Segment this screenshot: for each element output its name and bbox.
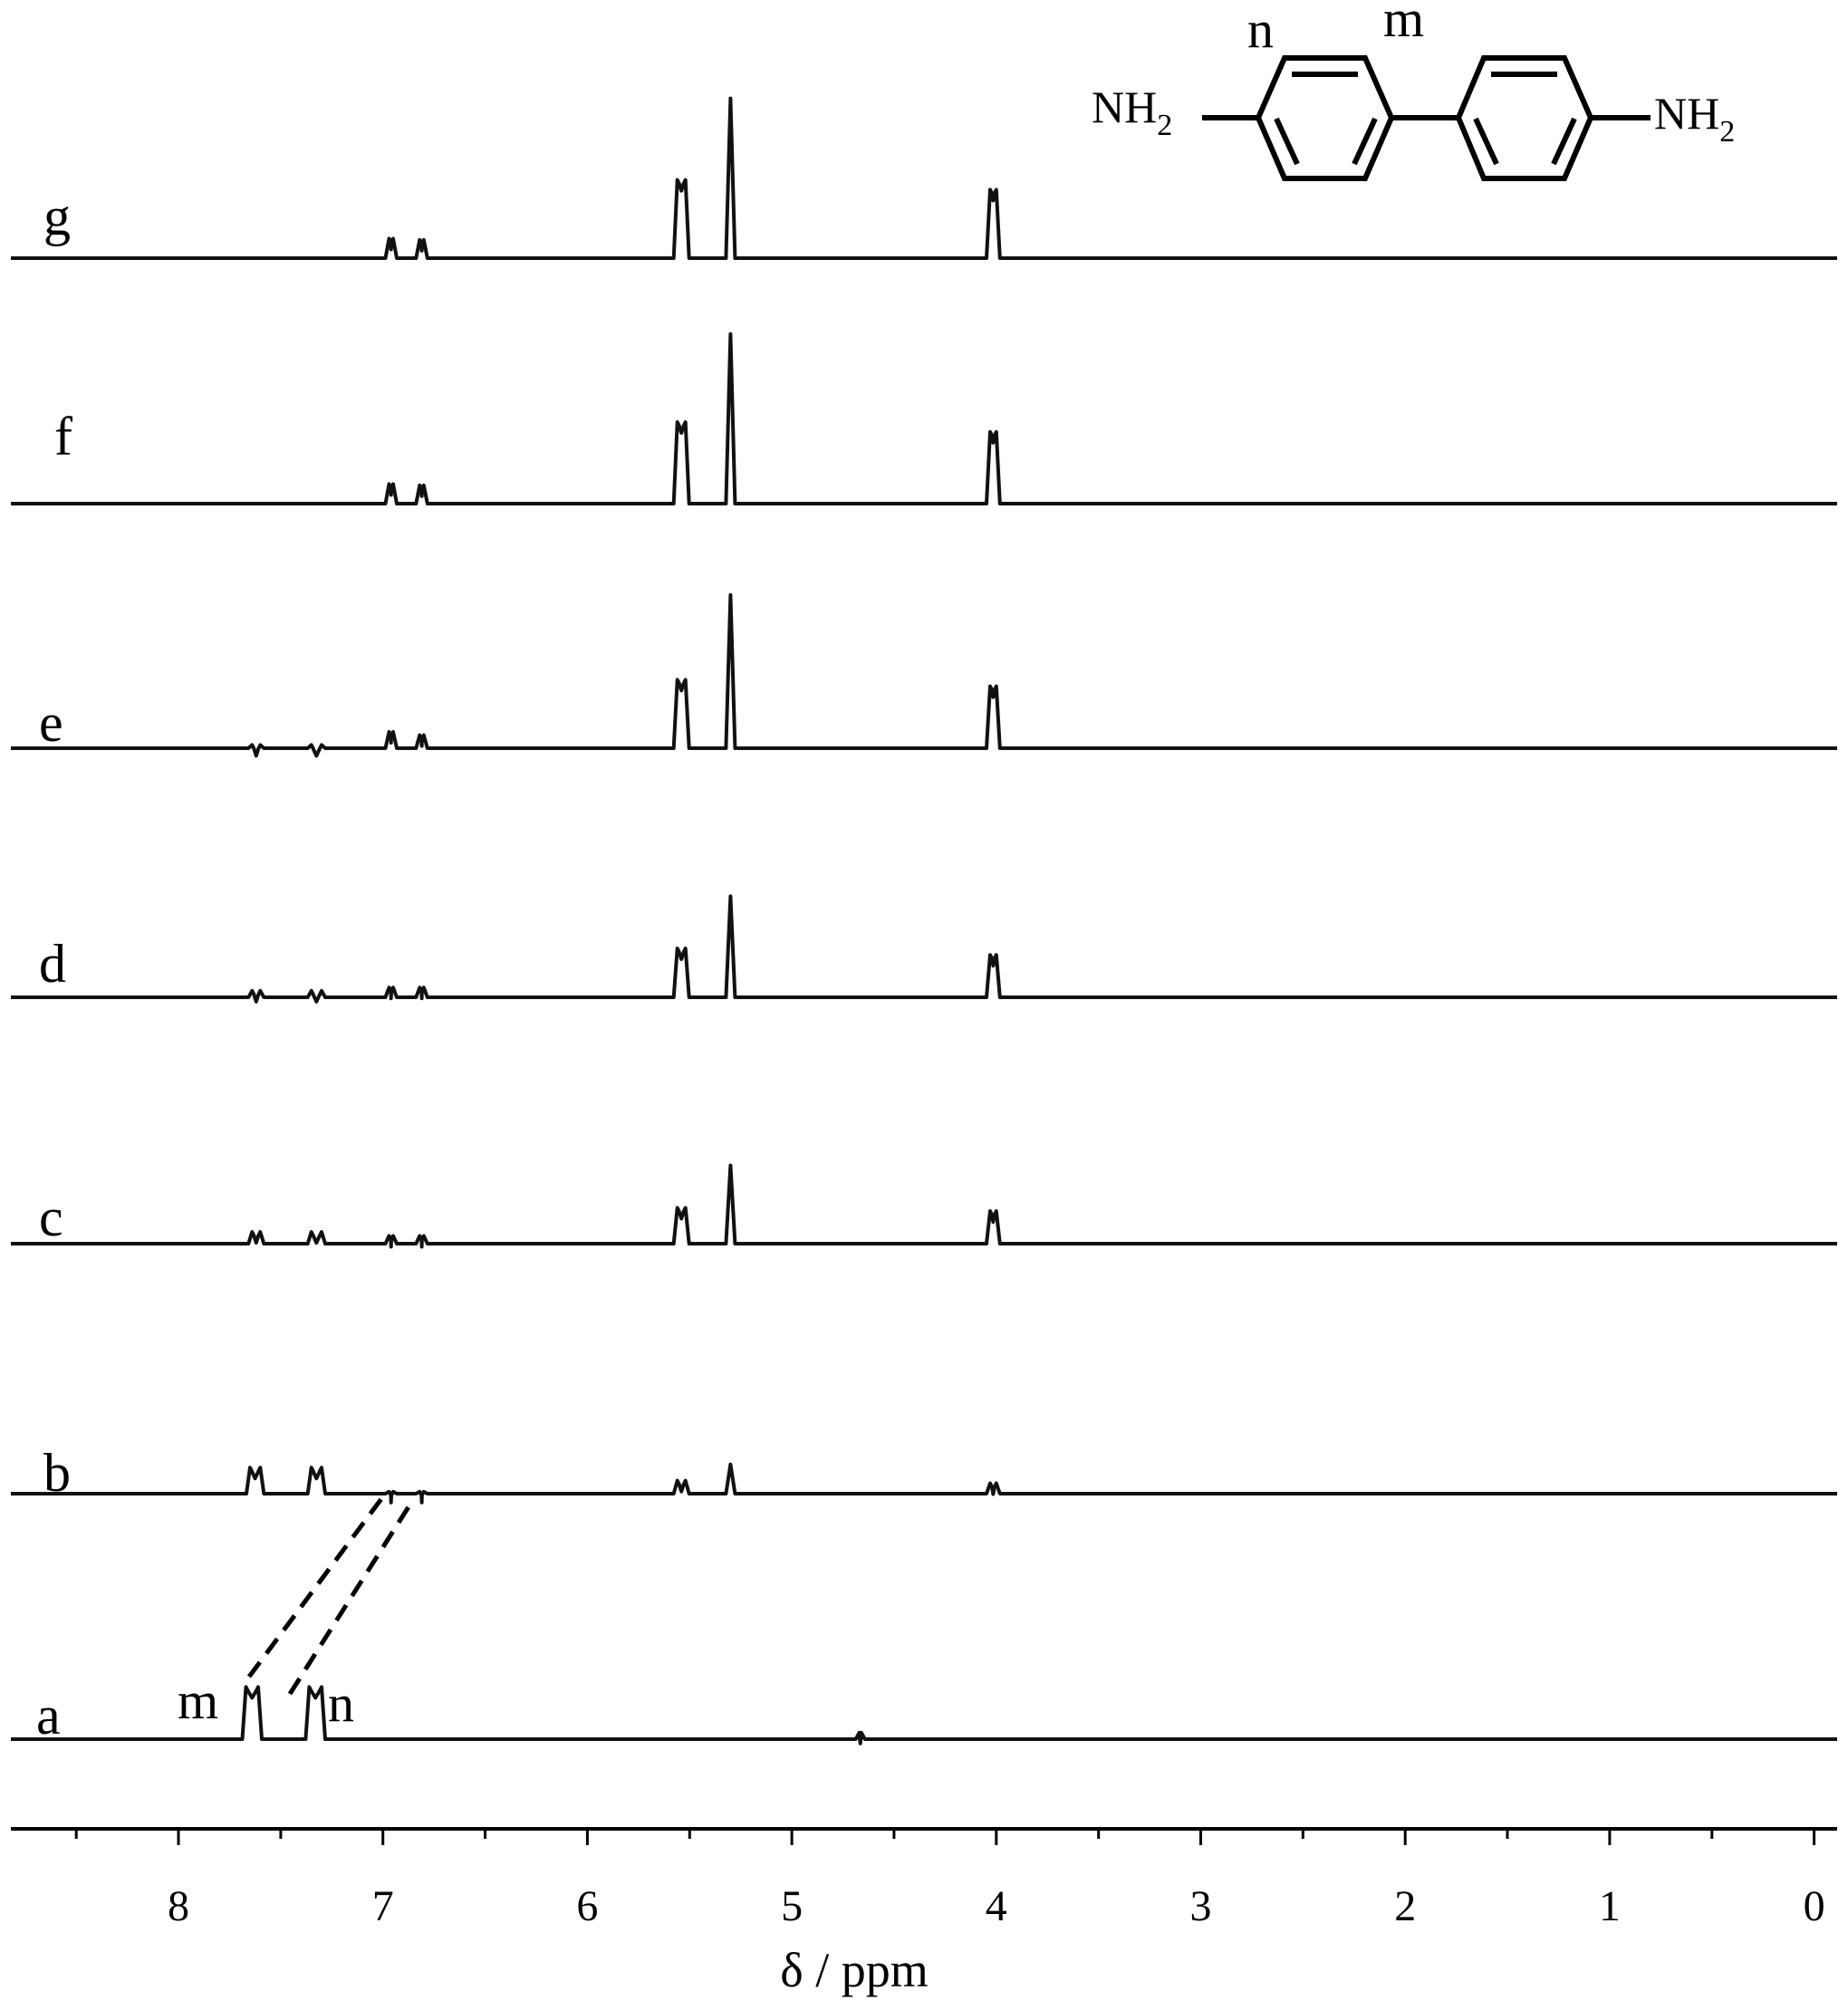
n-shift-dashed-line [287,1504,412,1696]
trace-label-g: g [43,187,71,246]
x-tick-label: 0 [1804,1882,1825,1930]
nh2-right-label: NH2 [1654,88,1735,149]
right-ring-inner-bond-3 [1551,117,1577,166]
x-tick-label: 3 [1190,1882,1212,1930]
trace-label-a: a [36,1686,61,1746]
left-ring-inner-bond-2 [1274,117,1300,166]
x-tick-label: 4 [986,1882,1007,1930]
peak-annotations: m n [178,1495,412,1733]
trace-label-d: d [39,934,66,994]
x-tick-label: 1 [1599,1882,1621,1930]
spectrum-trace-e [11,592,1837,758]
x-axis-title: δ / ppm [780,1943,928,1997]
spectra-traces [11,96,1837,1746]
spectrum-trace-a [11,1685,1837,1746]
spectrum-trace-c [11,1163,1837,1249]
x-tick-label: 7 [372,1882,394,1930]
biphenyl-diamine-structure [1202,55,1651,181]
trace-labels: a b c d e f g [36,187,72,1746]
x-tick-label: 8 [168,1882,189,1930]
nh2-left-label: NH2 [1092,82,1172,142]
structure-label-n: n [1247,0,1274,59]
trace-label-b: b [43,1443,71,1503]
trace-label-c: c [39,1188,63,1247]
trace-label-e: e [39,693,63,753]
right-benzene-ring [1455,55,1594,181]
x-tick-label: 6 [576,1882,598,1930]
spectrum-trace-f [11,332,1837,505]
left-ring-inner-bond-3 [1352,117,1378,166]
right-ring-inner-bond-2 [1473,117,1499,166]
spectrum-trace-d [11,894,1837,1004]
spectrum-trace-g [11,96,1837,260]
x-axis-ticks: 8 7 6 5 4 3 2 1 0 [74,1829,1825,1930]
trace-label-f: f [54,407,72,466]
x-tick-label: 2 [1394,1882,1416,1930]
x-axis: 8 7 6 5 4 3 2 1 0 δ / ppm [11,1827,1837,1997]
peak-label-m: m [178,1671,218,1730]
m-shift-dashed-line [246,1495,386,1678]
x-tick-label: 5 [781,1882,803,1930]
structure-label-m: m [1383,0,1424,48]
peak-label-n: n [328,1674,354,1733]
structure-labels: NH2 NH2 n m [1092,0,1735,149]
spectrum-trace-b [11,1462,1837,1505]
